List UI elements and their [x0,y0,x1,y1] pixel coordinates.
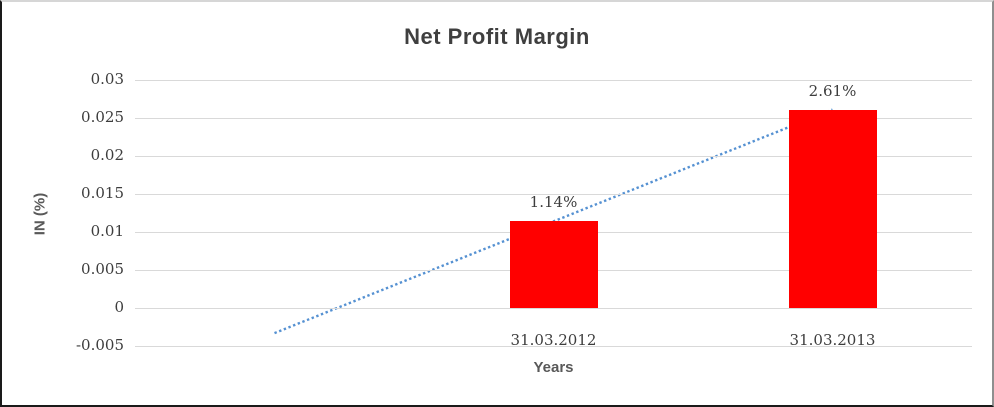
x-category-label: 31.03.2013 [789,331,876,349]
x-axis-title: Years [533,359,574,376]
bar-value-label: 1.14% [529,193,578,212]
y-tick-label: -0.005 [75,336,124,354]
y-tick-label: 0.025 [81,108,124,126]
y-tick-label: 0 [114,298,124,316]
y-tick-label: 0.03 [90,70,124,88]
bar-value-label: 2.61% [808,81,857,100]
gridline [135,307,972,309]
y-tick-label: 0.015 [81,184,124,202]
gridline [135,345,972,347]
gridline [135,155,972,157]
bar [788,109,877,308]
gridline [135,117,972,119]
bar [509,221,598,308]
gridline [135,79,972,81]
y-tick-label: 0.005 [81,260,124,278]
gridline [135,193,972,195]
x-category-label: 31.03.2012 [510,331,597,349]
y-tick-label: 0.01 [90,222,124,240]
y-tick-label: 0.02 [90,146,124,164]
chart-title: Net Profit Margin [404,24,590,49]
